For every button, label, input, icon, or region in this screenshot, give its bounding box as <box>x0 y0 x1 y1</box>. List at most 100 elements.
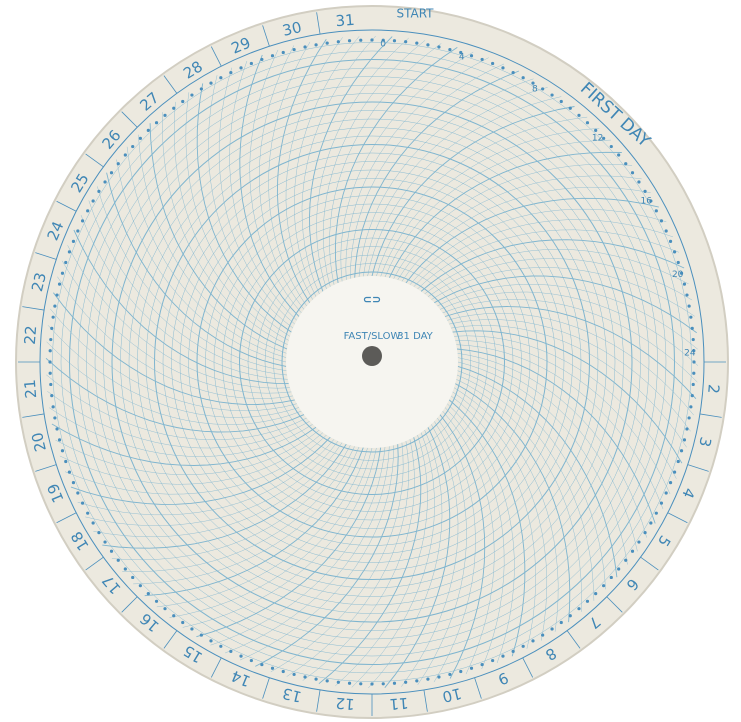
rim-dot <box>659 219 664 223</box>
time-arc <box>316 37 409 290</box>
rim-dot <box>426 677 430 681</box>
rim-dot <box>392 39 397 43</box>
time-arc <box>239 445 394 661</box>
day-label: 21 <box>21 379 40 399</box>
rim-dot <box>531 81 535 85</box>
time-arc <box>450 395 536 649</box>
rim-dot <box>480 57 484 62</box>
day-divider <box>85 556 104 571</box>
rim-dot <box>609 144 613 149</box>
time-arc <box>456 379 582 612</box>
rim-dot <box>404 40 408 44</box>
rim-dot <box>154 121 159 125</box>
rim-dot <box>609 575 613 580</box>
rim-dot <box>381 682 385 686</box>
time-arc <box>47 325 300 418</box>
rim-dot <box>659 501 664 505</box>
time-arc <box>351 432 435 688</box>
rim-dot <box>57 282 62 286</box>
rim-dot <box>347 681 352 685</box>
rim-dot <box>336 40 340 44</box>
rim-dot <box>672 250 677 254</box>
ring-line <box>103 93 641 631</box>
day-divider <box>85 153 104 168</box>
time-arc <box>401 186 651 282</box>
time-arc <box>345 57 489 280</box>
rim-dot <box>415 41 419 45</box>
day-divider <box>423 689 428 712</box>
time-arc <box>50 308 297 412</box>
rim-dot <box>303 45 307 49</box>
day-divider <box>56 200 77 212</box>
rim-dot <box>347 39 352 43</box>
day-label: 10 <box>441 684 464 706</box>
time-arc <box>413 219 674 287</box>
rim-dot <box>692 360 696 364</box>
time-arc <box>439 414 486 679</box>
ring-line <box>120 110 624 614</box>
time-arc <box>456 344 664 509</box>
rim-dot <box>97 189 101 193</box>
rim-dot <box>219 76 223 80</box>
time-arc <box>405 197 659 284</box>
rim-dot <box>48 360 52 364</box>
rim-dot <box>585 121 590 125</box>
rim-dot <box>131 144 135 149</box>
rim-dot <box>691 337 695 342</box>
time-arc <box>196 83 292 333</box>
rim-dot <box>116 558 120 562</box>
time-arc <box>208 75 294 329</box>
time-arc <box>457 365 618 578</box>
rim-dot <box>163 607 167 611</box>
time-arc <box>457 357 638 552</box>
rim-dot <box>292 47 296 52</box>
time-arc <box>55 429 320 475</box>
time-arc <box>285 37 343 300</box>
ring-line <box>264 254 480 470</box>
rim-dot <box>239 66 243 70</box>
rim-dot <box>617 567 621 571</box>
rim-dot <box>55 293 59 297</box>
rim-dot <box>531 639 535 643</box>
day-divider <box>35 464 57 472</box>
time-arc <box>67 245 290 389</box>
time-arc <box>270 442 404 673</box>
rim-dot <box>594 128 598 132</box>
rim-dot <box>668 239 673 243</box>
time-arc <box>433 417 476 683</box>
day-label: 20 <box>28 431 50 454</box>
rim-dot <box>541 633 545 637</box>
rim-dot <box>501 66 505 70</box>
time-arc <box>225 446 390 654</box>
rim-dot <box>51 315 55 319</box>
day-divider <box>699 413 722 418</box>
time-arc <box>138 134 287 354</box>
day-label: 11 <box>389 694 409 713</box>
day-divider <box>121 596 138 613</box>
rim-dot <box>392 681 397 685</box>
time-arc <box>442 410 495 675</box>
rim-dot <box>53 416 57 420</box>
time-arc <box>447 403 515 664</box>
rim-dot <box>568 614 572 618</box>
time-arc <box>455 340 671 495</box>
ring-line <box>69 59 675 665</box>
rim-dot <box>154 599 159 603</box>
time-arc <box>301 35 376 295</box>
rim-dot <box>86 511 90 515</box>
rim-dot <box>48 349 52 353</box>
day-label: 29 <box>229 34 254 58</box>
time-arc <box>417 421 467 685</box>
rim-dot <box>692 349 696 353</box>
ring-line <box>128 118 616 606</box>
time-arc <box>368 429 443 689</box>
rim-dot <box>469 666 474 670</box>
rim-dot <box>437 675 441 679</box>
ring-line <box>60 50 684 674</box>
time-arc <box>449 319 691 432</box>
rim-dot <box>91 521 95 525</box>
rim-dot <box>260 662 264 667</box>
day-label: 23 <box>28 271 50 294</box>
time-arc <box>219 67 295 325</box>
